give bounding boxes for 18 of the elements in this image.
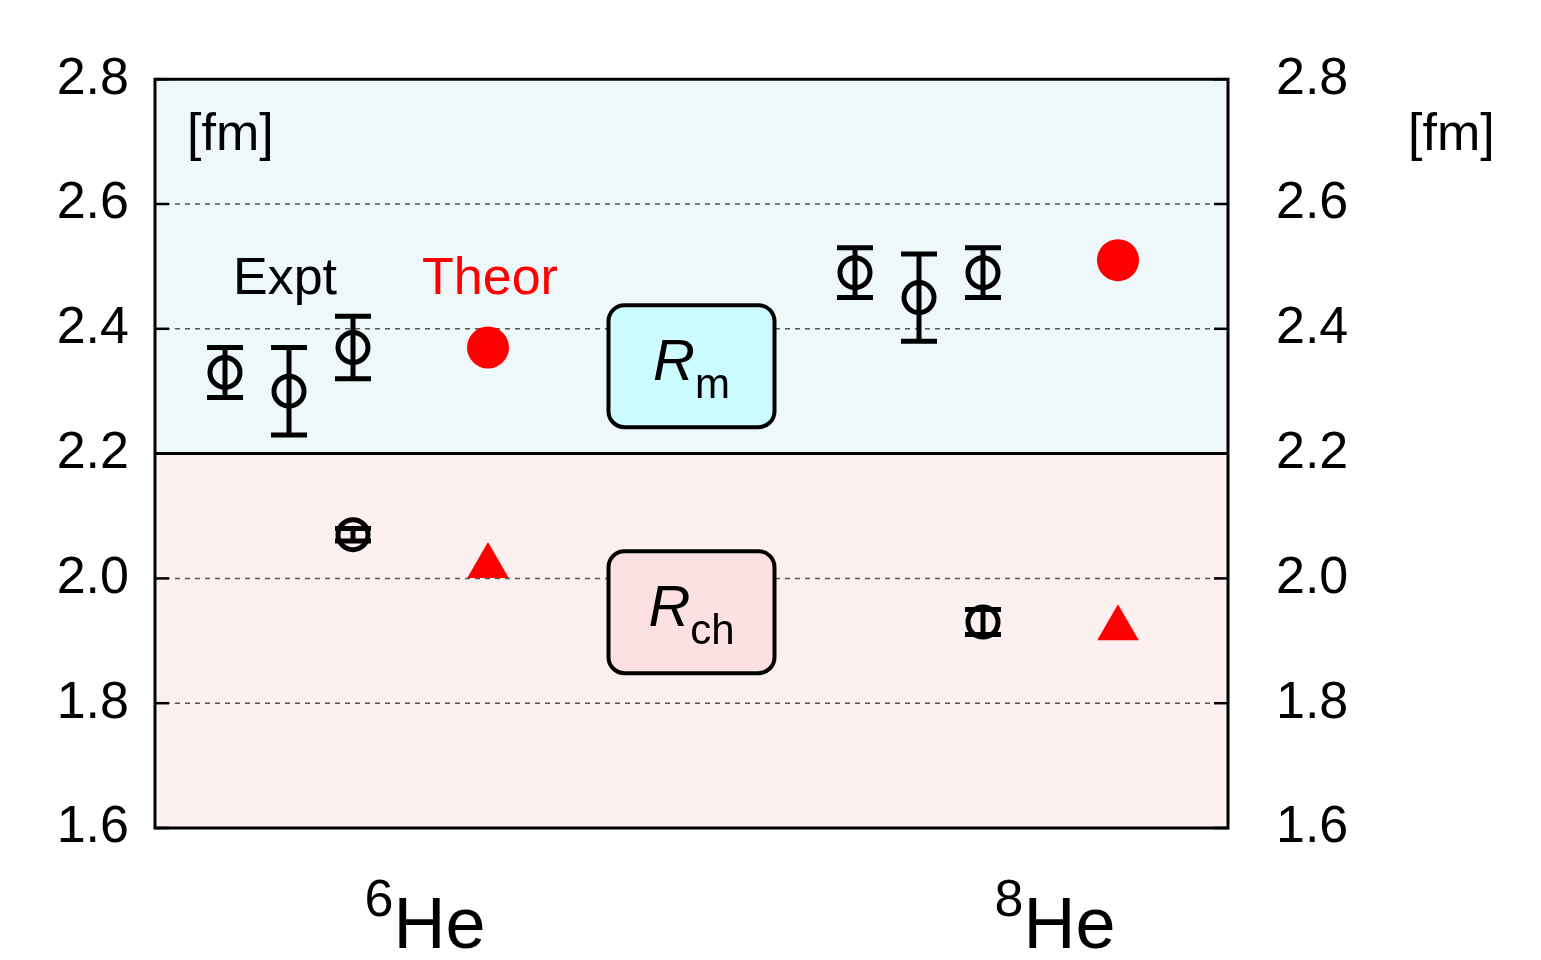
y2-tick-label: 2.2 xyxy=(1276,420,1349,479)
y2-tick-label: 2.8 xyxy=(1276,46,1349,105)
y-tick-label: 2.0 xyxy=(56,545,129,604)
y-tick-label: 1.8 xyxy=(56,670,129,729)
y-axis-title: [fm] xyxy=(187,102,274,161)
y2-tick-label: 2.4 xyxy=(1276,296,1349,355)
y-tick-label: 2.4 xyxy=(56,296,129,355)
y-tick-label: 2.6 xyxy=(56,171,129,230)
y2-axis-title: [fm] xyxy=(1408,102,1495,161)
y2-tick-label: 1.8 xyxy=(1276,670,1349,729)
y-tick-label: 2.2 xyxy=(56,420,129,479)
y2-tick-label: 1.6 xyxy=(1276,795,1349,854)
y-tick-label: 1.6 xyxy=(56,795,129,854)
y-tick-label: 2.8 xyxy=(56,46,129,105)
y2-tick-label: 2.0 xyxy=(1276,545,1349,604)
y2-tick-label: 2.6 xyxy=(1276,171,1349,230)
series-label: Expt xyxy=(232,246,338,305)
series-label: Theor xyxy=(422,246,558,305)
